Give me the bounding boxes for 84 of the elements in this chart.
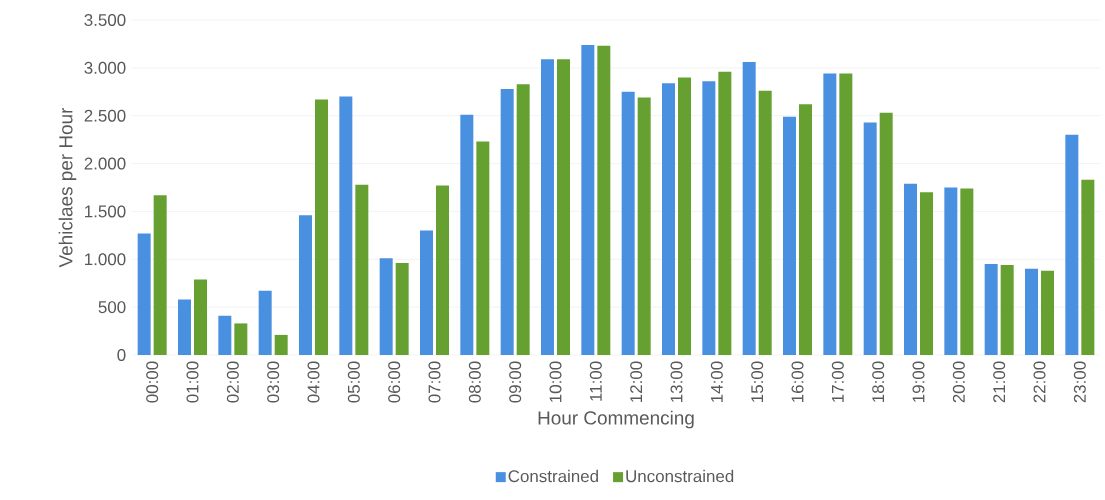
bar	[758, 90, 772, 355]
bar	[234, 323, 248, 355]
x-tick-label: 18:00	[872, 361, 885, 402]
bar	[1041, 270, 1055, 355]
x-tick-label: 22:00	[1033, 361, 1046, 403]
x-tick-label: 03:00	[267, 361, 280, 403]
bar	[944, 187, 958, 355]
x-tick-label: 06:00	[388, 361, 401, 403]
bar	[460, 114, 474, 355]
bar	[1025, 268, 1039, 355]
y-tick-label: 2.500	[84, 109, 126, 122]
bar	[863, 122, 877, 355]
x-tick-label: 07:00	[428, 361, 441, 403]
bar	[436, 185, 449, 355]
bar	[1000, 265, 1014, 355]
x-tick-label: 09:00	[509, 361, 522, 403]
bar	[678, 77, 692, 355]
x-tick-label: 13:00	[670, 361, 683, 402]
x-tick-label: 01:00	[186, 361, 199, 403]
bar	[476, 141, 490, 355]
bar	[339, 96, 353, 355]
bar	[839, 73, 853, 355]
bar	[218, 315, 232, 355]
bar	[153, 195, 167, 355]
bar	[420, 230, 433, 355]
bar	[1081, 179, 1095, 355]
y-tick-label: 1.500	[85, 205, 126, 218]
bar	[516, 84, 530, 355]
bar	[315, 99, 328, 355]
bar	[637, 97, 651, 355]
x-tick-label: 10:00	[549, 361, 562, 402]
bar	[904, 183, 918, 355]
bar	[395, 263, 409, 355]
x-tick-label: 12:00	[630, 361, 643, 402]
bar	[258, 290, 272, 355]
legend-label: Constrained	[508, 469, 598, 483]
y-axis-title: Vehiclaes per Hour	[58, 107, 77, 268]
x-tick-label: 21:00	[993, 361, 1006, 403]
bar	[541, 59, 554, 355]
legend-label: Unconstrained	[626, 469, 734, 483]
bar	[178, 299, 191, 355]
bar	[783, 116, 797, 355]
bar	[379, 258, 393, 355]
bar	[355, 184, 369, 355]
x-tick-label: 17:00	[831, 361, 844, 402]
x-tick-label: 05:00	[347, 361, 360, 403]
x-tick-label: 16:00	[791, 361, 804, 402]
x-tick-label: 08:00	[468, 361, 481, 403]
y-tick-label: 1.000	[85, 253, 126, 266]
y-tick-label: 3.500	[84, 14, 126, 26]
bar	[621, 91, 635, 355]
x-tick-label: 00:00	[146, 361, 159, 403]
bar	[984, 264, 998, 355]
bar	[557, 59, 570, 355]
bar	[274, 334, 288, 355]
x-tick-label: 02:00	[226, 361, 239, 403]
bar	[702, 81, 716, 355]
bar	[1065, 134, 1079, 355]
bar	[799, 104, 813, 355]
y-tick-label: 3.000	[84, 61, 126, 74]
x-tick-label: 14:00	[710, 361, 723, 402]
x-tick-label: 19:00	[912, 361, 925, 402]
bar	[299, 215, 312, 355]
x-tick-label: 11:00	[589, 361, 602, 401]
x-tick-label: 20:00	[952, 361, 965, 403]
x-tick-label: 23:00	[1073, 361, 1086, 403]
bar	[920, 192, 934, 355]
bar	[960, 188, 974, 355]
bar	[500, 88, 514, 355]
x-tick-label: 15:00	[751, 361, 764, 402]
bar	[194, 279, 207, 355]
bar	[823, 73, 837, 355]
bar	[662, 83, 676, 355]
bar	[879, 112, 893, 355]
y-tick-label: 0	[117, 349, 126, 361]
x-axis-title: Hour Commencing	[538, 410, 694, 429]
bar	[581, 44, 595, 355]
y-tick-label: 2.000	[84, 157, 126, 170]
bar	[718, 71, 732, 355]
bar	[742, 62, 756, 355]
y-tick-label: 500	[98, 301, 126, 314]
x-tick-label: 04:00	[307, 361, 320, 403]
bar	[137, 233, 151, 355]
bar	[597, 45, 611, 355]
